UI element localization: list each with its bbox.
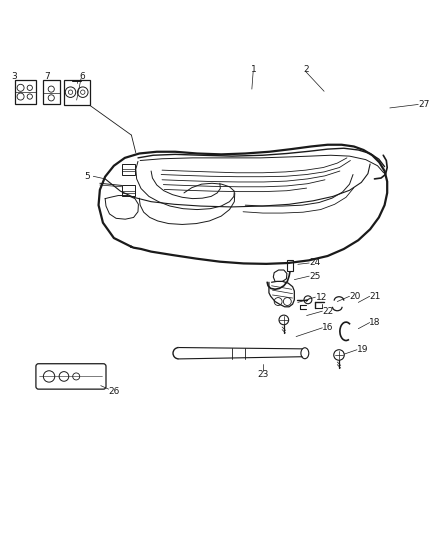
Text: 25: 25 xyxy=(310,272,321,281)
Text: 20: 20 xyxy=(349,292,360,301)
Bar xyxy=(122,164,135,174)
Text: 3: 3 xyxy=(11,72,17,81)
Bar xyxy=(64,80,90,106)
Text: 16: 16 xyxy=(322,324,333,332)
Text: 18: 18 xyxy=(369,318,381,327)
Bar xyxy=(287,260,293,271)
Text: 1: 1 xyxy=(251,65,257,74)
Text: 21: 21 xyxy=(369,292,381,301)
Text: 7: 7 xyxy=(44,72,50,81)
Text: 19: 19 xyxy=(357,345,368,354)
Text: 12: 12 xyxy=(316,293,328,302)
Text: 23: 23 xyxy=(257,370,268,379)
Text: 5: 5 xyxy=(85,172,91,181)
Text: 27: 27 xyxy=(418,100,430,109)
Text: 6: 6 xyxy=(79,72,85,81)
Bar xyxy=(15,80,36,104)
Bar xyxy=(122,185,135,197)
Text: 2: 2 xyxy=(304,65,309,74)
Text: 22: 22 xyxy=(322,306,333,316)
Bar xyxy=(43,80,60,104)
Text: 24: 24 xyxy=(310,259,321,268)
Text: 26: 26 xyxy=(108,387,120,396)
